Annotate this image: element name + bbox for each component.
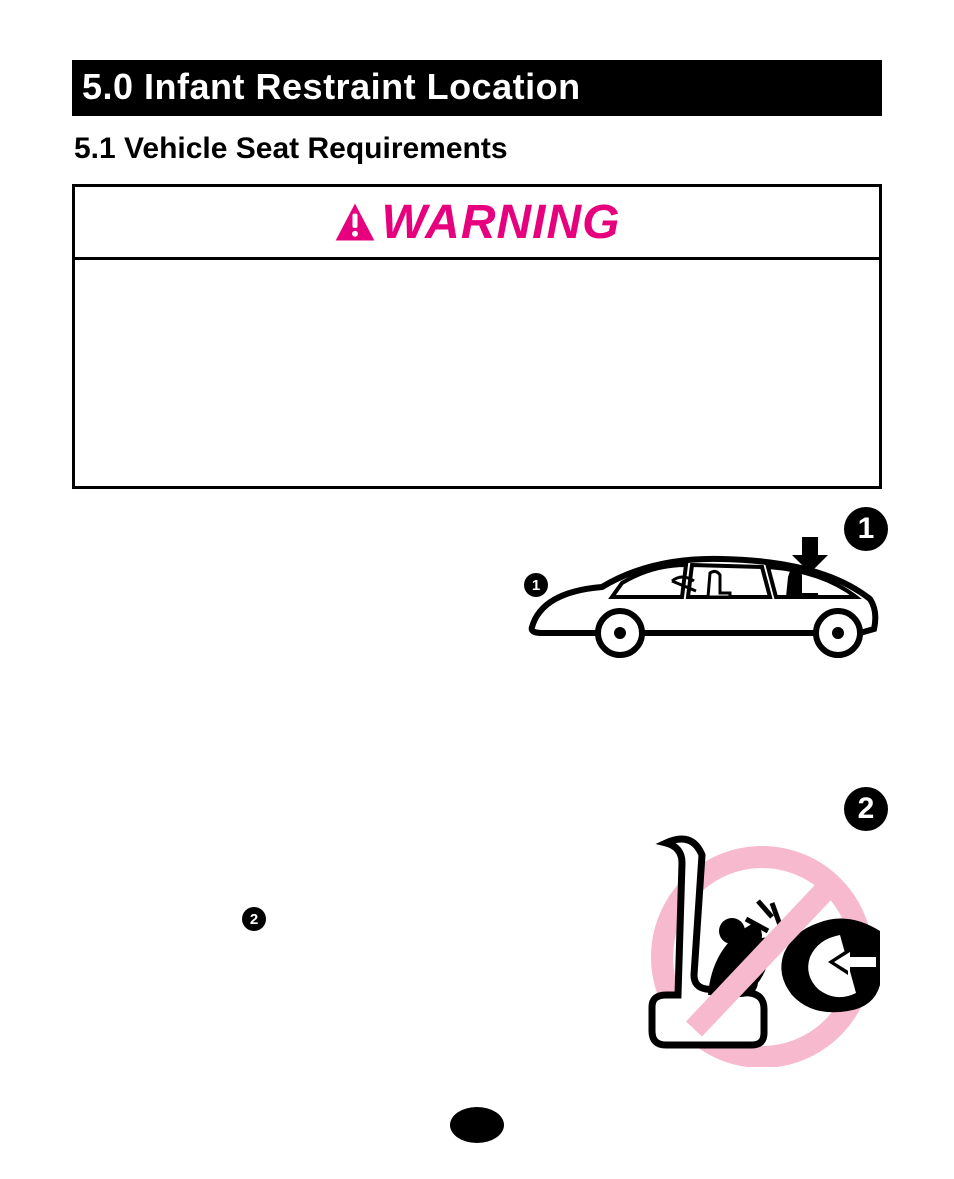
callout-big-one: 1: [844, 507, 888, 551]
section-one: 1: [72, 507, 882, 747]
warning-box: WARNING: [72, 184, 882, 489]
warning-body: [75, 260, 879, 486]
subsection-heading: 5.1 Vehicle Seat Requirements: [74, 132, 882, 166]
car-rear-seat-icon: [522, 537, 882, 677]
warning-label: WARNING: [382, 195, 621, 250]
page-number-dot: [450, 1107, 504, 1143]
section-two: 2 2: [72, 787, 882, 1087]
warning-triangle-icon: [334, 201, 376, 243]
warning-header: WARNING: [75, 187, 879, 260]
page: 5.0 Infant Restraint Location 5.1 Vehicl…: [0, 0, 954, 1179]
section-title-bar: 5.0 Infant Restraint Location: [72, 60, 882, 116]
callout-inline-two: 2: [242, 907, 266, 931]
airbag-prohibited-icon: [622, 807, 882, 1067]
section-title: 5.0 Infant Restraint Location: [82, 66, 581, 107]
